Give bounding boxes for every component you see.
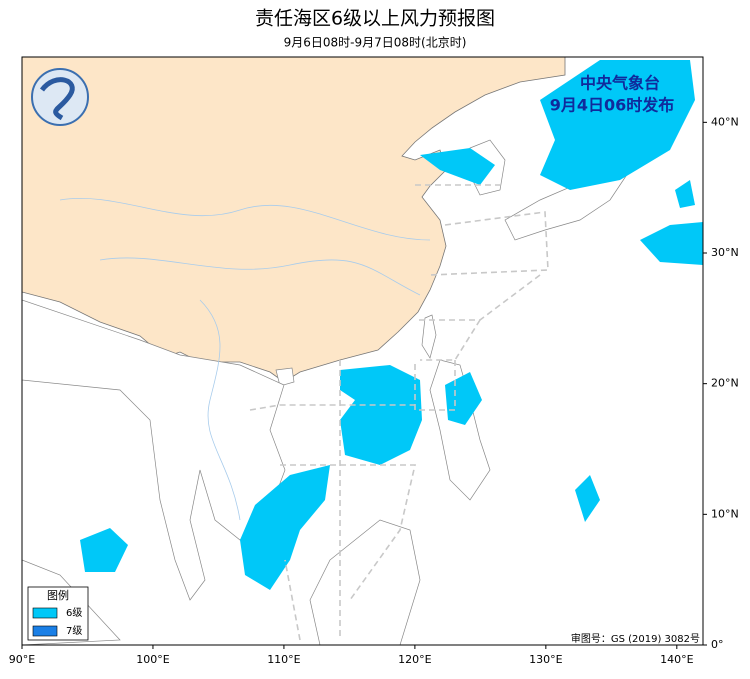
legend-swatch	[32, 625, 58, 637]
wind-area	[640, 222, 703, 265]
approval-number: 审图号：GS (2019) 3082号	[571, 632, 700, 645]
wind-area	[420, 148, 495, 185]
x-tick-label: 120°E	[398, 653, 431, 666]
y-tick-label: 10°N	[711, 507, 739, 520]
x-tick-label: 110°E	[267, 653, 300, 666]
subtitle: 9月6日08时-9月7日08时(北京时)	[284, 36, 467, 50]
x-tick-label: 140°E	[660, 653, 693, 666]
x-tick-label: 90°E	[9, 653, 35, 666]
wind-area	[675, 180, 695, 208]
taiwan	[421, 314, 437, 359]
wind-area	[540, 60, 695, 190]
logo-mark	[39, 77, 75, 121]
wind-area	[80, 528, 128, 572]
issuer-name: 中央气象台	[580, 74, 660, 93]
borneo	[309, 519, 421, 645]
x-tick-label: 100°E	[136, 653, 169, 666]
title: 责任海区6级以上风力预报图	[255, 8, 495, 30]
x-tick-label: 130°E	[529, 653, 562, 666]
y-tick-label: 20°N	[711, 377, 739, 390]
wind-area	[240, 465, 330, 590]
legend: 图例 6级 7级	[27, 586, 89, 641]
legend-label: 7级	[66, 625, 82, 637]
wind-area	[340, 365, 422, 465]
wind-area	[575, 475, 600, 522]
issue-time: 9月4日06时发布	[550, 96, 675, 115]
legend-title: 图例	[47, 588, 69, 602]
legend-swatch	[32, 607, 58, 619]
hainan	[275, 367, 295, 387]
y-tick-label: 40°N	[711, 115, 739, 128]
indochina	[22, 299, 286, 601]
y-tick-label: 30°N	[711, 246, 739, 259]
map-body	[22, 57, 703, 645]
wind-areas	[80, 60, 703, 590]
legend-label: 6级	[66, 607, 82, 619]
zone-lines	[249, 184, 549, 641]
y-tick-label: 0°	[711, 638, 724, 651]
map-frame	[21, 56, 704, 646]
